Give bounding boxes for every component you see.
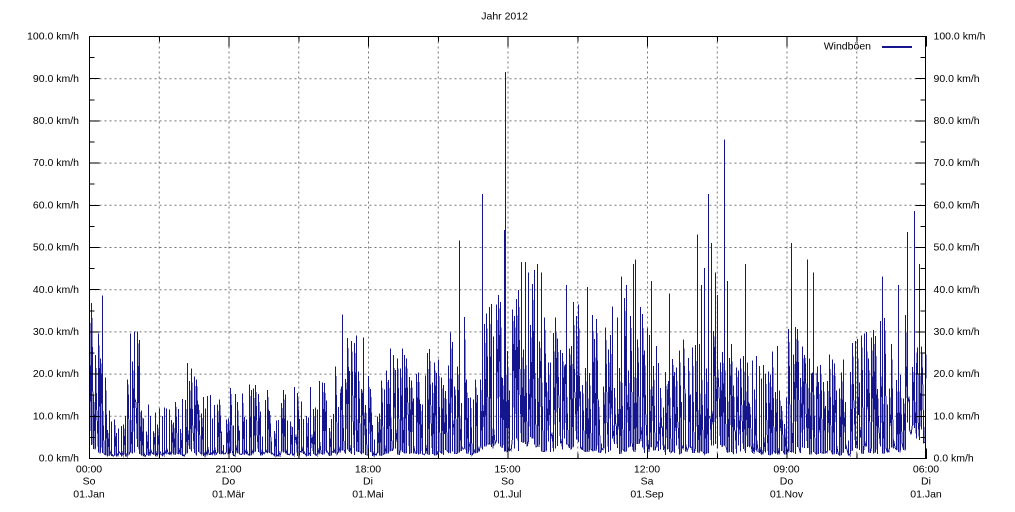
svg-text:01.Mai: 01.Mai — [352, 488, 384, 500]
svg-text:100.0 km/h: 100.0 km/h — [27, 31, 79, 43]
svg-text:30.0 km/h: 30.0 km/h — [33, 326, 79, 338]
svg-text:01.Jan: 01.Jan — [73, 488, 105, 500]
svg-text:50.0 km/h: 50.0 km/h — [33, 242, 79, 254]
svg-text:Jahr 2012: Jahr 2012 — [481, 11, 528, 23]
svg-text:20.0 km/h: 20.0 km/h — [934, 368, 980, 380]
svg-text:60.0 km/h: 60.0 km/h — [33, 199, 79, 211]
svg-text:01.Nov: 01.Nov — [770, 488, 804, 500]
svg-text:70.0 km/h: 70.0 km/h — [33, 157, 79, 169]
svg-text:60.0 km/h: 60.0 km/h — [934, 199, 980, 211]
svg-text:01.Jan: 01.Jan — [910, 488, 942, 500]
svg-text:80.0 km/h: 80.0 km/h — [934, 115, 980, 127]
svg-text:06:00: 06:00 — [913, 464, 939, 476]
svg-text:20.0 km/h: 20.0 km/h — [33, 368, 79, 380]
svg-text:18:00: 18:00 — [355, 464, 381, 476]
svg-text:Do: Do — [780, 476, 794, 488]
svg-text:01.Jul: 01.Jul — [493, 488, 521, 500]
svg-text:100.0 km/h: 100.0 km/h — [934, 31, 986, 43]
svg-text:Do: Do — [222, 476, 236, 488]
svg-text:0.0 km/h: 0.0 km/h — [934, 453, 974, 465]
svg-text:50.0 km/h: 50.0 km/h — [934, 242, 980, 254]
svg-text:90.0 km/h: 90.0 km/h — [934, 73, 980, 85]
svg-text:01.Sep: 01.Sep — [630, 488, 663, 500]
svg-text:12:00: 12:00 — [634, 464, 660, 476]
svg-text:10.0 km/h: 10.0 km/h — [33, 410, 79, 422]
svg-text:So: So — [501, 476, 514, 488]
svg-text:90.0 km/h: 90.0 km/h — [33, 73, 79, 85]
svg-text:15:00: 15:00 — [494, 464, 520, 476]
svg-text:40.0 km/h: 40.0 km/h — [934, 284, 980, 296]
svg-text:70.0 km/h: 70.0 km/h — [934, 157, 980, 169]
svg-text:80.0 km/h: 80.0 km/h — [33, 115, 79, 127]
svg-text:Di: Di — [921, 476, 931, 488]
svg-text:0.0 km/h: 0.0 km/h — [39, 453, 79, 465]
svg-text:30.0 km/h: 30.0 km/h — [934, 326, 980, 338]
svg-text:09:00: 09:00 — [773, 464, 799, 476]
svg-text:Windböen: Windböen — [824, 40, 871, 52]
svg-text:So: So — [83, 476, 96, 488]
svg-text:40.0 km/h: 40.0 km/h — [33, 284, 79, 296]
svg-text:21:00: 21:00 — [215, 464, 241, 476]
svg-text:Di: Di — [363, 476, 373, 488]
svg-text:01.Mär: 01.Mär — [212, 488, 245, 500]
svg-text:10.0 km/h: 10.0 km/h — [934, 410, 980, 422]
svg-text:00:00: 00:00 — [76, 464, 102, 476]
svg-text:Sa: Sa — [641, 476, 654, 488]
